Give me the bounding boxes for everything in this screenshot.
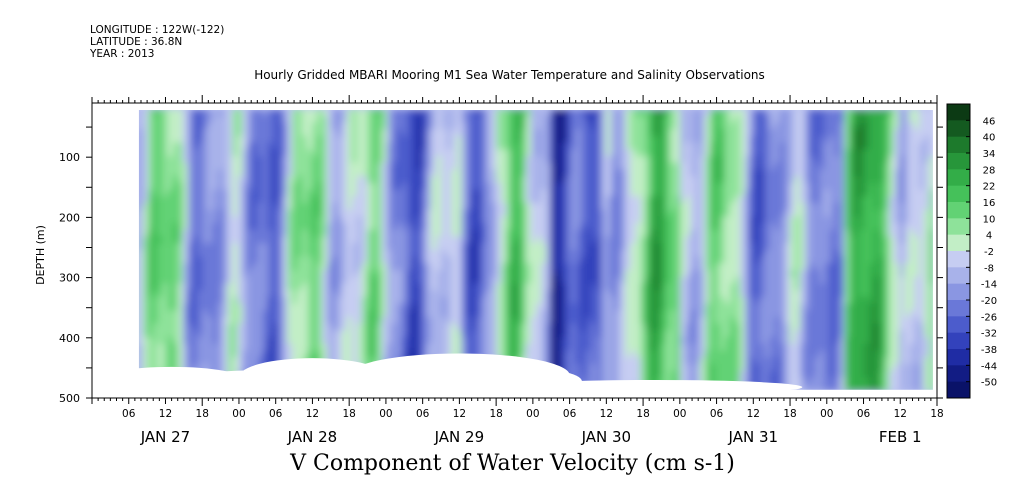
x-hour-label: 12 xyxy=(306,408,319,420)
y-tick-label: 500 xyxy=(59,392,80,405)
colorbar-swatch xyxy=(947,169,970,187)
colorbar-swatch xyxy=(947,218,970,236)
x-day-label: JAN 27 xyxy=(140,428,191,446)
x-hour-label: 06 xyxy=(122,408,136,420)
x-hour-label: 12 xyxy=(159,408,172,420)
variable-title: V Component of Water Velocity (cm s-1) xyxy=(290,451,735,476)
colorbar-swatch xyxy=(947,153,970,170)
colorbar-label: -2 xyxy=(984,247,994,258)
y-axis-title: DEPTH (m) xyxy=(34,225,47,285)
colorbar-label: 16 xyxy=(983,198,996,209)
x-hour-label: 00 xyxy=(232,408,245,420)
colorbar-swatch xyxy=(947,349,970,366)
x-day-label: JAN 28 xyxy=(287,428,338,446)
missing-data-mask xyxy=(92,103,937,398)
y-tick-label: 300 xyxy=(59,272,80,285)
x-hour-label: 06 xyxy=(710,408,724,420)
x-hour-label: 06 xyxy=(563,408,577,420)
colorbar-label: -14 xyxy=(981,280,997,291)
colorbar-swatch xyxy=(947,185,970,203)
metadata-block: LONGITUDE : 122W(-122) LATITUDE : 36.8N … xyxy=(90,24,224,60)
x-hour-label: 18 xyxy=(489,408,502,420)
colorbar-label: -20 xyxy=(981,296,997,307)
x-hour-label: 18 xyxy=(636,408,649,420)
x-day-label: JAN 29 xyxy=(434,428,485,446)
x-hour-label: 18 xyxy=(930,408,943,420)
chart-title: Hourly Gridded MBARI Mooring M1 Sea Wate… xyxy=(254,68,765,82)
colorbar-swatch xyxy=(947,202,970,219)
colorbar-label: -32 xyxy=(981,329,997,340)
x-hour-label: 00 xyxy=(526,408,539,420)
colorbar-swatch xyxy=(947,104,970,121)
colorbar-swatch xyxy=(947,332,970,350)
x-day-label: FEB 1 xyxy=(879,428,922,446)
colorbar-swatch xyxy=(947,136,970,154)
colorbar: 46 40 34 28 22 16 10 4 -2 -8 -14 -20 -26 -32 -38 -44 -50 xyxy=(946,103,997,399)
x-hour-label: 12 xyxy=(747,408,760,420)
colorbar-label: -44 xyxy=(981,361,997,372)
colorbar-swatch xyxy=(947,283,970,301)
colorbar-label: -26 xyxy=(981,312,997,323)
x-hour-label: 18 xyxy=(783,408,796,420)
colorbar-label: 22 xyxy=(983,182,996,193)
colorbar-swatch xyxy=(947,267,970,285)
y-tick-label: 400 xyxy=(59,332,80,345)
axes: 100 200 300 400 500 06 12 18 00 06 12 18 00 06 12 18 00 0… xyxy=(59,95,944,446)
colorbar-swatch xyxy=(947,234,970,252)
colorbar-label: 34 xyxy=(983,149,996,160)
colorbar-swatch xyxy=(947,316,970,334)
colorbar-label: 40 xyxy=(983,133,996,144)
y-tick-label: 200 xyxy=(59,211,80,224)
x-day-label: JAN 31 xyxy=(728,428,779,446)
colorbar-label: 46 xyxy=(983,116,996,127)
colorbar-swatch xyxy=(947,365,970,383)
colorbar-label: 4 xyxy=(986,231,992,242)
longitude-label: LONGITUDE : 122W(-122) xyxy=(90,24,225,36)
y-tick-label: 100 xyxy=(59,151,80,164)
x-hour-label: 06 xyxy=(269,408,283,420)
x-hour-label: 12 xyxy=(453,408,466,420)
x-hour-label: 12 xyxy=(894,408,907,420)
colorbar-swatch xyxy=(947,251,970,268)
colorbar-label: 10 xyxy=(983,214,996,225)
velocity-field xyxy=(92,103,937,398)
x-hour-label: 00 xyxy=(673,408,686,420)
y-axis-title-group: DEPTH (m) xyxy=(34,225,47,285)
colorbar-swatch xyxy=(947,300,970,317)
x-hour-label: 06 xyxy=(857,408,871,420)
colorbar-swatch xyxy=(947,120,970,138)
x-hour-label: 18 xyxy=(196,408,209,420)
latitude-label: LATITUDE : 36.8N xyxy=(90,36,183,48)
x-day-label: JAN 30 xyxy=(581,428,632,446)
colorbar-label: 28 xyxy=(983,165,996,176)
x-hour-label: 06 xyxy=(416,408,430,420)
colorbar-label: -8 xyxy=(984,263,994,274)
colorbar-label: -50 xyxy=(981,378,997,389)
x-hour-label: 00 xyxy=(820,408,833,420)
colorbar-swatch xyxy=(947,381,970,399)
year-label: YEAR : 2013 xyxy=(90,48,155,60)
colorbar-label: -38 xyxy=(981,345,997,356)
x-hour-label: 18 xyxy=(342,408,355,420)
x-hour-label: 12 xyxy=(600,408,613,420)
x-hour-label: 00 xyxy=(379,408,392,420)
